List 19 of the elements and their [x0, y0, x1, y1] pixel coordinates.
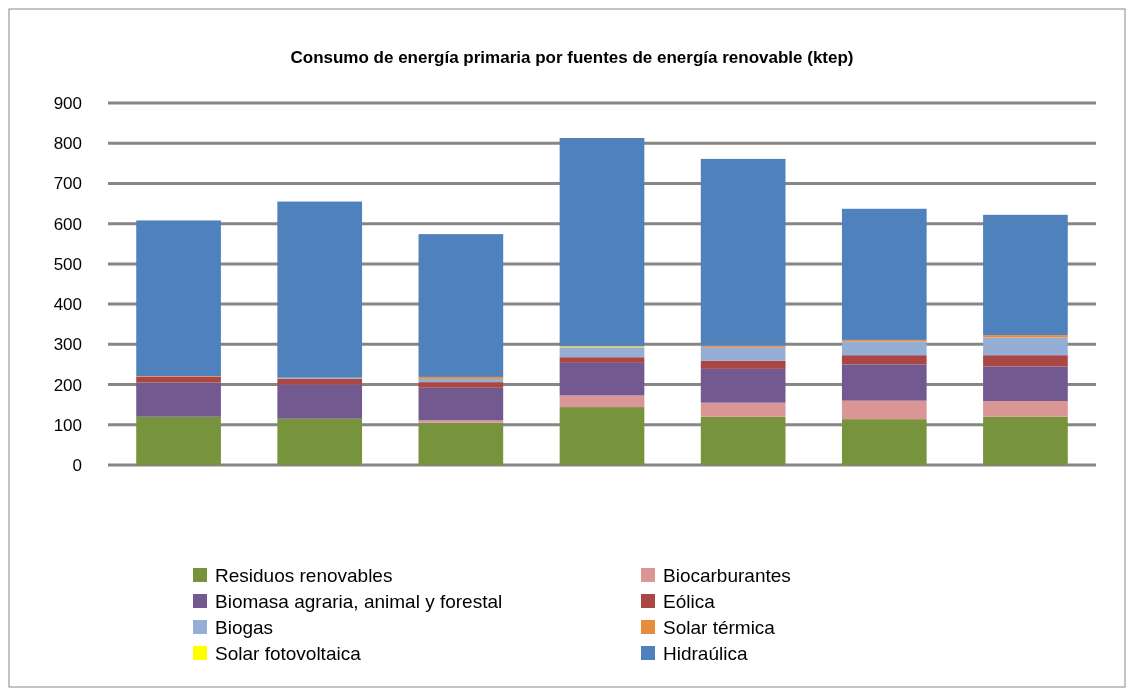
legend-label: Biogas	[215, 616, 274, 638]
y-tick-label: 300	[53, 335, 82, 355]
y-tick-label: 200	[53, 375, 82, 395]
legend-label: Hidraúlica	[663, 642, 748, 664]
y-tick-label: 0	[72, 455, 82, 475]
y-tick-label: 500	[53, 254, 82, 274]
chart-title: Consumo de energía primaria por fuentes de energía renovable (ktep)	[290, 48, 854, 67]
legend-label: Eólica	[663, 590, 716, 612]
legend-label: Residuos renovables	[215, 564, 393, 586]
y-tick-label: 100	[53, 415, 82, 435]
legend-label: Biocarburantes	[663, 564, 791, 586]
legend-label: Solar térmica	[663, 616, 776, 638]
y-tick-label: 900	[53, 93, 82, 113]
legend-label: Biomasa agraria, animal y forestal	[215, 590, 503, 612]
y-tick-label: 700	[53, 174, 82, 194]
legend-label: Solar fotovoltaica	[215, 642, 362, 664]
y-tick-label: 800	[53, 134, 82, 154]
y-tick-label: 600	[53, 214, 82, 234]
y-tick-label: 400	[53, 295, 82, 315]
